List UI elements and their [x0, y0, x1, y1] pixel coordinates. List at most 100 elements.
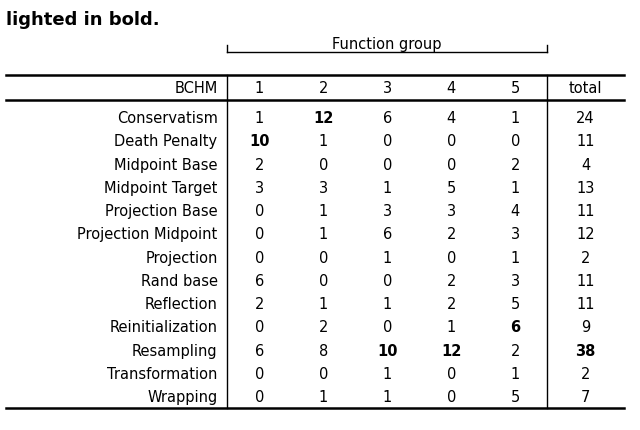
Text: 1: 1	[319, 390, 328, 404]
Text: 3: 3	[383, 81, 392, 95]
Text: 1: 1	[511, 181, 520, 195]
Text: 0: 0	[511, 134, 520, 149]
Text: 0: 0	[447, 366, 456, 381]
Text: 11: 11	[577, 273, 595, 288]
Text: 7: 7	[581, 390, 590, 404]
Text: Projection Midpoint: Projection Midpoint	[77, 227, 218, 242]
Text: 2: 2	[255, 157, 264, 172]
Text: 0: 0	[447, 250, 456, 265]
Text: Conservatism: Conservatism	[116, 111, 218, 126]
Text: 5: 5	[447, 181, 456, 195]
Text: 12: 12	[441, 343, 461, 358]
Text: 4: 4	[447, 81, 456, 95]
Text: 0: 0	[255, 204, 264, 218]
Text: 1: 1	[383, 181, 392, 195]
Text: 1: 1	[511, 111, 520, 126]
Text: total: total	[569, 81, 602, 95]
Text: 3: 3	[319, 181, 328, 195]
Text: 0: 0	[447, 390, 456, 404]
Text: 2: 2	[511, 343, 520, 358]
Text: 0: 0	[447, 157, 456, 172]
Text: 1: 1	[383, 250, 392, 265]
Text: 1: 1	[447, 320, 456, 335]
Text: lighted in bold.: lighted in bold.	[6, 11, 160, 29]
Text: 0: 0	[319, 273, 328, 288]
Text: 0: 0	[383, 320, 392, 335]
Text: 6: 6	[510, 320, 520, 335]
Text: Wrapping: Wrapping	[147, 390, 218, 404]
Text: 5: 5	[511, 297, 520, 311]
Text: Resampling: Resampling	[132, 343, 218, 358]
Text: 0: 0	[255, 320, 264, 335]
Text: 1: 1	[383, 390, 392, 404]
Text: BCHM: BCHM	[174, 81, 218, 95]
Text: 2: 2	[319, 320, 328, 335]
Text: 0: 0	[319, 157, 328, 172]
Text: Reinitialization: Reinitialization	[109, 320, 218, 335]
Text: 4: 4	[581, 157, 590, 172]
Text: Projection: Projection	[145, 250, 218, 265]
Text: 13: 13	[577, 181, 595, 195]
Text: 2: 2	[319, 81, 328, 95]
Text: 6: 6	[255, 273, 264, 288]
Text: 1: 1	[319, 204, 328, 218]
Text: Midpoint Target: Midpoint Target	[104, 181, 218, 195]
Text: 3: 3	[511, 273, 520, 288]
Text: 6: 6	[383, 227, 392, 242]
Text: 1: 1	[511, 366, 520, 381]
Text: 1: 1	[511, 250, 520, 265]
Text: 2: 2	[447, 273, 456, 288]
Text: 0: 0	[255, 250, 264, 265]
Text: Transformation: Transformation	[108, 366, 218, 381]
Text: 38: 38	[575, 343, 596, 358]
Text: 1: 1	[255, 81, 264, 95]
Text: 5: 5	[511, 390, 520, 404]
Text: 2: 2	[581, 366, 590, 381]
Text: 2: 2	[581, 250, 590, 265]
Text: 3: 3	[255, 181, 264, 195]
Text: 3: 3	[511, 227, 520, 242]
Text: 12: 12	[313, 111, 333, 126]
Text: 4: 4	[511, 204, 520, 218]
Text: 0: 0	[383, 134, 392, 149]
Text: 1: 1	[319, 227, 328, 242]
Text: 24: 24	[576, 111, 595, 126]
Text: 3: 3	[383, 204, 392, 218]
Text: 4: 4	[447, 111, 456, 126]
Text: Function group: Function group	[332, 37, 442, 52]
Text: 2: 2	[255, 297, 264, 311]
Text: Projection Base: Projection Base	[105, 204, 218, 218]
Text: 1: 1	[383, 366, 392, 381]
Text: 5: 5	[511, 81, 520, 95]
Text: 8: 8	[319, 343, 328, 358]
Text: Reflection: Reflection	[145, 297, 218, 311]
Text: Death Penalty: Death Penalty	[115, 134, 218, 149]
Text: 0: 0	[319, 250, 328, 265]
Text: 2: 2	[447, 227, 456, 242]
Text: 1: 1	[383, 297, 392, 311]
Text: 11: 11	[577, 134, 595, 149]
Text: 0: 0	[255, 390, 264, 404]
Text: 0: 0	[255, 366, 264, 381]
Text: Rand base: Rand base	[141, 273, 218, 288]
Text: 1: 1	[319, 297, 328, 311]
Text: 6: 6	[255, 343, 264, 358]
Text: 1: 1	[255, 111, 264, 126]
Text: 9: 9	[581, 320, 590, 335]
Text: 0: 0	[255, 227, 264, 242]
Text: 2: 2	[447, 297, 456, 311]
Text: 12: 12	[576, 227, 595, 242]
Text: 2: 2	[511, 157, 520, 172]
Text: 0: 0	[447, 134, 456, 149]
Text: 6: 6	[383, 111, 392, 126]
Text: 10: 10	[377, 343, 397, 358]
Text: 0: 0	[319, 366, 328, 381]
Text: 11: 11	[577, 297, 595, 311]
Text: 0: 0	[383, 157, 392, 172]
Text: 11: 11	[577, 204, 595, 218]
Text: 0: 0	[383, 273, 392, 288]
Text: 1: 1	[319, 134, 328, 149]
Text: 10: 10	[249, 134, 269, 149]
Text: 3: 3	[447, 204, 456, 218]
Text: Midpoint Base: Midpoint Base	[114, 157, 218, 172]
